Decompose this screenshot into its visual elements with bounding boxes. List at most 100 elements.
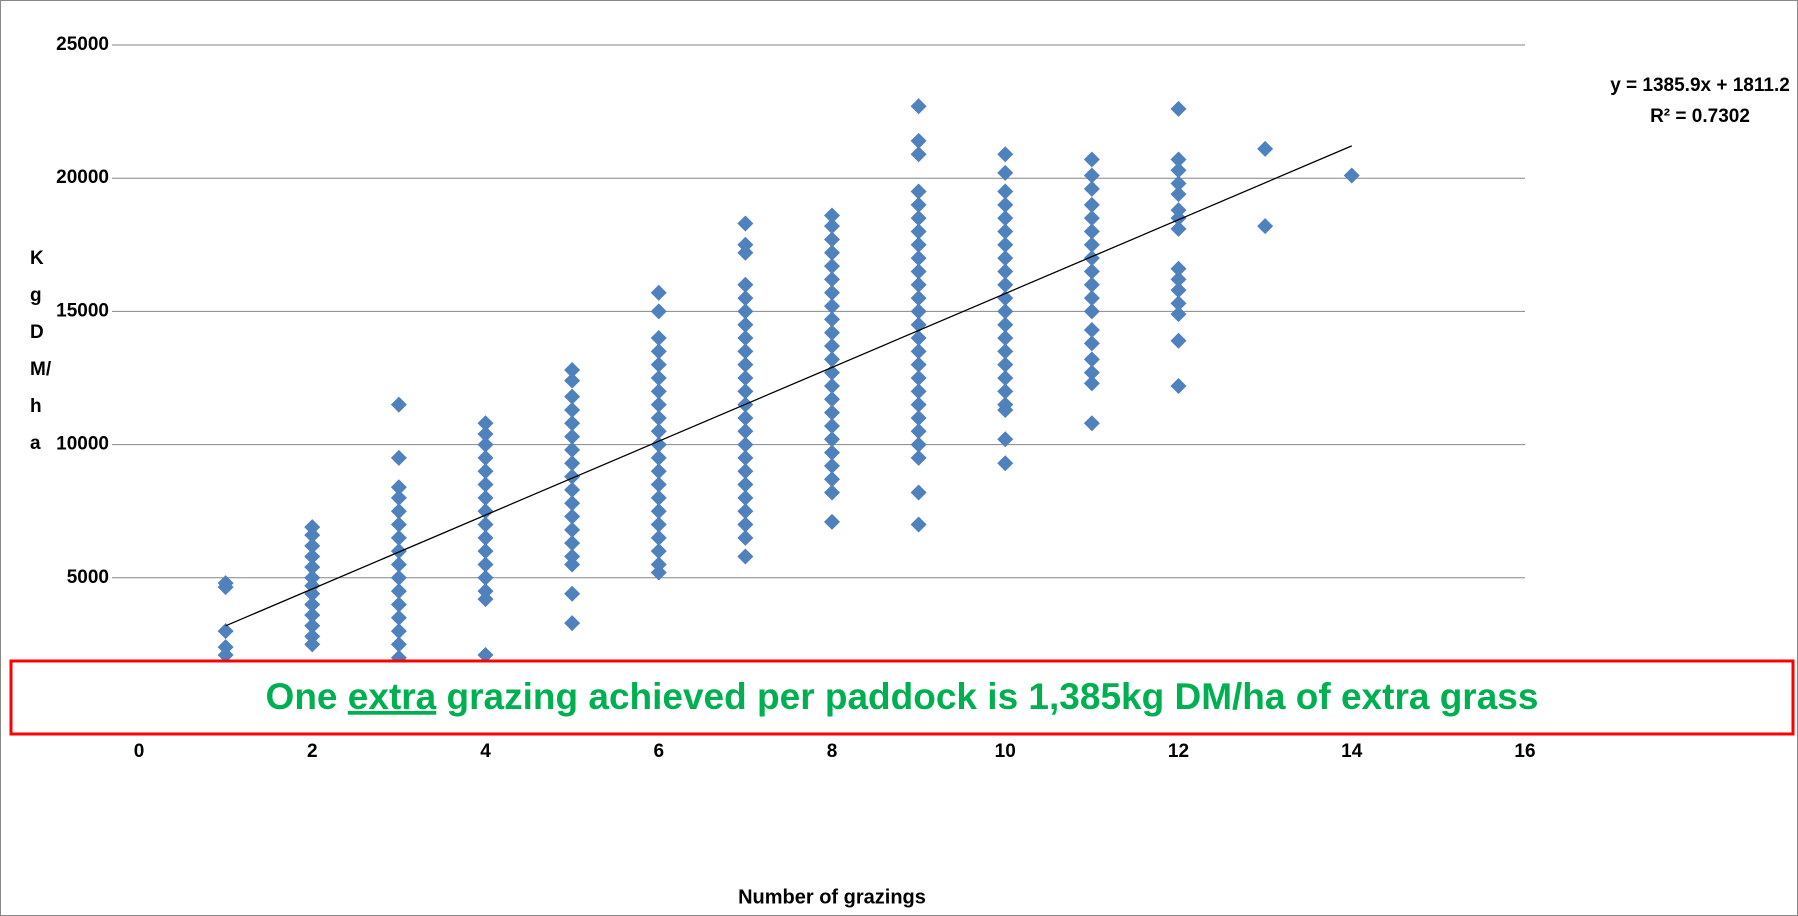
point [737,370,754,386]
point [910,449,927,466]
point [997,330,1014,347]
point [737,476,754,493]
point [910,196,927,213]
point [910,436,927,453]
point [1257,140,1274,157]
point [304,548,321,565]
point [1170,175,1187,192]
point [737,548,754,565]
point [824,444,840,461]
point [650,529,667,546]
point [650,543,667,560]
point [304,559,321,576]
point [650,383,667,400]
point [997,431,1014,448]
x-tick-label: 4 [480,741,491,762]
point [304,617,321,634]
point [910,516,927,533]
point [564,455,581,472]
point [650,409,667,426]
point [390,396,407,413]
point [737,529,754,546]
point [564,585,581,602]
point [824,457,840,474]
point [564,415,581,432]
point [997,183,1014,200]
trendline-r2: R² = 0.7302 [1650,106,1750,127]
point [1170,377,1187,394]
point [650,503,667,520]
point [737,489,754,506]
point [737,290,754,307]
trendline-equation: y = 1385.9x + 1811.2 [1610,75,1790,96]
grid: 5000 10000 15000 20000 25000 [56,34,1525,588]
point [1083,236,1100,253]
point [910,370,927,386]
point [650,436,667,453]
point [910,396,927,413]
point [737,449,754,466]
point [737,215,754,232]
point [564,441,581,458]
point [910,146,927,163]
point [737,516,754,533]
point [1170,271,1187,288]
point [477,543,494,560]
trendline [225,145,1353,627]
point [910,423,927,440]
point [1083,223,1100,240]
point [477,415,494,432]
point [1170,332,1187,349]
point [390,516,407,533]
point [650,423,667,440]
point [650,463,667,480]
point [564,521,581,538]
y-tick-label: 25000 [56,34,109,55]
point [997,210,1014,227]
point [477,436,494,453]
point [564,481,581,498]
point [650,449,667,466]
point [390,556,407,573]
point [564,615,581,632]
point [650,284,667,301]
point [217,579,234,596]
point [824,431,840,448]
point [737,276,754,293]
point [477,529,494,546]
point [824,377,840,394]
point [997,250,1014,267]
point [1083,322,1100,339]
x-axis-label: Number of grazings [738,886,926,908]
y-tick-label: 5000 [67,567,109,588]
point [737,423,754,440]
point [910,98,927,115]
point [737,503,754,520]
banner-text: One extra grazing achieved per paddock i… [266,676,1539,717]
point [650,476,667,493]
point [1083,335,1100,352]
point [564,508,581,525]
point [477,647,494,664]
point [910,330,927,347]
point [824,391,840,408]
point [477,449,494,466]
point [824,258,840,275]
point [1257,218,1274,235]
point [1083,351,1100,368]
y-tick-label: 20000 [56,167,109,188]
point [390,623,407,640]
point [997,303,1014,320]
point [650,489,667,506]
point [304,636,321,653]
y-tick-label: 15000 [56,300,109,321]
point [824,284,840,301]
point [390,543,407,560]
point [1083,415,1100,432]
point [824,298,840,315]
point [997,236,1014,253]
point [824,404,840,421]
point [997,290,1014,307]
point [910,383,927,400]
